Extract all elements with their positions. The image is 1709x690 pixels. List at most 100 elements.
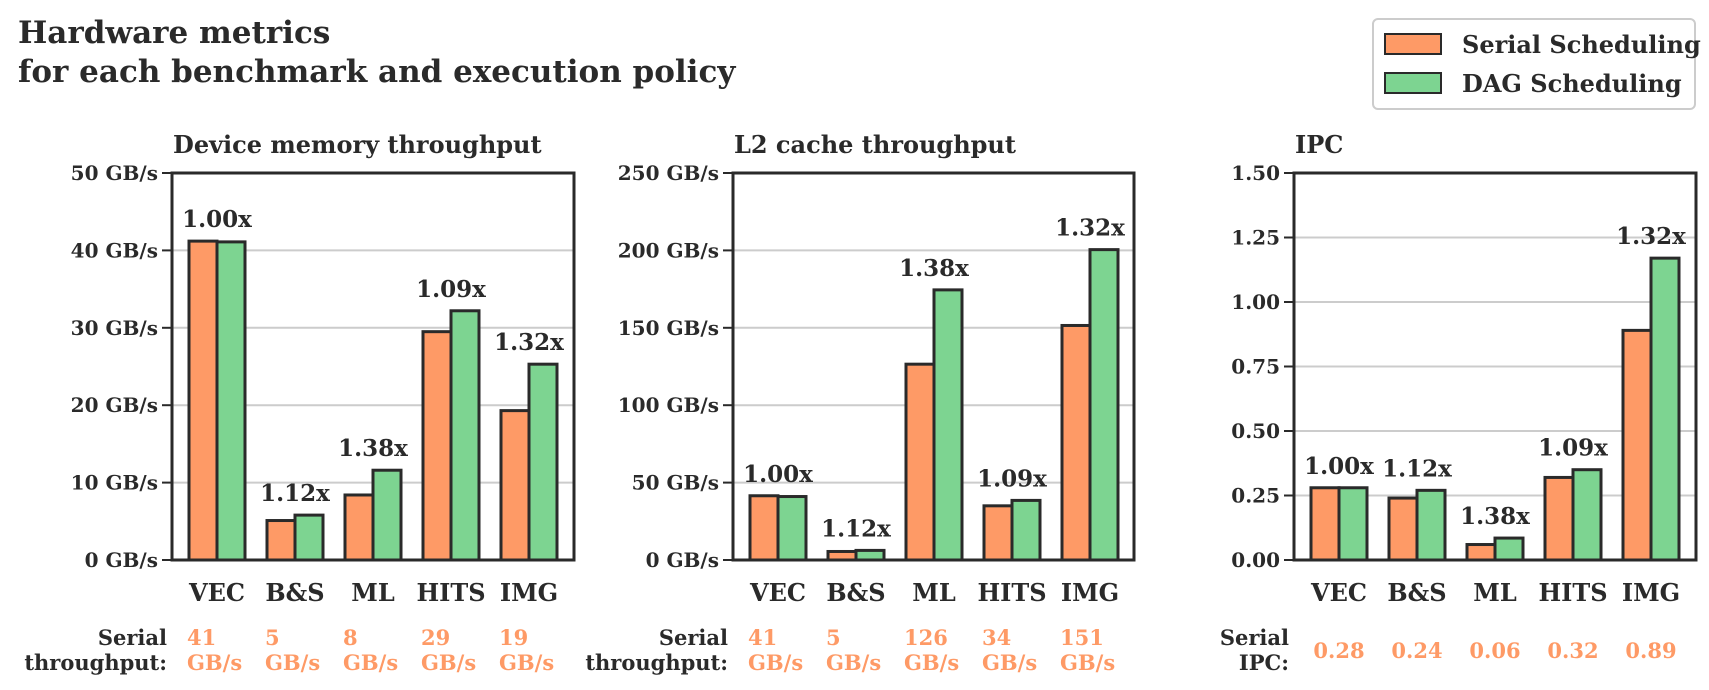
panel-3-ytick-label: 0.75 [1231,355,1280,379]
panel-1-bar-dag [527,362,559,562]
panel-3-bar-dag [1337,486,1369,562]
panel-1-footer-value: 5 [265,625,280,650]
panel-3-footer-label-1: Serial [1220,625,1289,650]
figure-title: Hardware metrics for each benchmark and … [18,14,735,92]
panel-2-bar-serial [904,362,936,562]
panel-1-xtick-label: HITS [416,578,485,607]
panel-3-footer-value: 0.24 [1391,638,1442,663]
panel-3-ytick-label: 1.00 [1231,290,1280,314]
panel-2-bar-dag [776,495,808,562]
panel-3-footer-value: 0.06 [1469,638,1520,663]
panel-1-ytick-label: 20 GB/s [71,393,158,417]
panel-1-footer-unit: GB/s [187,650,242,675]
panel-2-annotation: 1.32x [1055,215,1125,242]
panel-2-ytick-label: 200 GB/s [618,238,719,262]
panel-3-xtick-label: VEC [1310,578,1367,607]
panel-2-bar-dag [1010,498,1042,562]
panel-1-ytick-label: 0 GB/s [85,548,158,572]
panel-3-bar-serial [1309,486,1341,562]
panel-2-annotation: 1.38x [899,255,969,282]
panel-3-annotation: 1.38x [1460,503,1530,530]
panel-3-footer-value: 0.32 [1547,638,1598,663]
panel-2-ytick-label: 0 GB/s [646,548,719,572]
panel-1-annotation: 1.09x [416,276,486,303]
panel-2-footer-unit: GB/s [826,650,881,675]
panel-1-footer-unit: GB/s [265,650,320,675]
panel-3-bar-serial [1543,475,1575,562]
panel-2-xtick-label: B&S [826,578,885,607]
panel-2-bar-serial [748,494,780,562]
panel-2-xtick-label: VEC [749,578,806,607]
panel-1-bar-serial [343,493,375,562]
panel-1-footer-unit: GB/s [421,650,476,675]
legend-item-dag: DAG Scheduling [1384,66,1682,100]
panel-1-annotation: 1.12x [260,480,330,507]
legend-swatch-serial [1384,33,1442,55]
panel-2-bar-dag [932,288,964,562]
panel-3-axes-frame [1292,171,1698,562]
legend: Serial Scheduling DAG Scheduling [1372,18,1701,110]
panel-3-ytick-label: 0.00 [1231,548,1280,572]
panel-2-title: L2 cache throughput [734,130,1016,159]
panel-1-xtick-label: IMG [500,578,558,607]
panel-1-bar-serial [421,330,453,562]
panel-1-footer-value: 19 [499,625,528,650]
panel-2-footer-value: 34 [982,625,1011,650]
panel-2-bar-serial [1060,323,1092,562]
panel-1-xtick-label: ML [351,578,395,607]
panel-1-bar-dag [371,468,403,562]
panel-1-footer-label-2: throughput: [24,650,167,675]
panel-2-ytick-label: 50 GB/s [632,471,719,495]
panel-3-bar-dag [1649,256,1681,562]
panel-2-annotation: 1.09x [977,465,1047,492]
panel-1-xtick-label: B&S [265,578,324,607]
panel-2-footer-unit: GB/s [982,650,1037,675]
panel-1-ytick-label: 10 GB/s [71,471,158,495]
panel-3-title: IPC [1295,130,1343,159]
panel-1-footer-unit: GB/s [343,650,398,675]
panel-2-ytick-label: 150 GB/s [618,316,719,340]
panel-1-ytick-label: 40 GB/s [71,238,158,262]
panel-1-annotation: 1.00x [182,206,252,233]
legend-item-serial: Serial Scheduling [1384,27,1701,61]
panel-1-bar-dag [293,513,325,562]
panel-2-bar-serial [982,504,1014,562]
panel-2-bar-dag [1088,248,1120,562]
panel-1-title: Device memory throughput [173,130,542,159]
panel-1-footer-value: 29 [421,625,450,650]
panel-1-footer-value: 8 [343,625,358,650]
panel-2-xtick-label: HITS [977,578,1046,607]
panel-1-footer-label-1: Serial [98,625,167,650]
panel-3-ytick-label: 0.25 [1231,484,1280,508]
panel-2-xtick-label: ML [912,578,956,607]
figure-title-line-2: for each benchmark and execution policy [18,54,736,90]
panel-3-bar-serial [1387,496,1419,562]
panel-2-footer-label-2: throughput: [585,650,728,675]
panel-3-xtick-label: ML [1473,578,1517,607]
panel-3-footer-value: 0.89 [1625,638,1676,663]
panel-2-footer-value: 41 [748,625,777,650]
figure-title-line-1: Hardware metrics [18,15,331,51]
panel-2-ytick-label: 250 GB/s [618,161,719,185]
panel-2-footer-label-1: Serial [659,625,728,650]
panel-3-ytick-label: 0.50 [1231,419,1280,443]
panel-2-footer-unit: GB/s [748,650,803,675]
panel-3-annotation: 1.12x [1382,455,1452,482]
panel-2-footer-value: 126 [904,625,948,650]
panel-1-bar-serial [187,239,219,562]
panel-3-bar-dag [1493,536,1525,562]
panel-3-xtick-label: HITS [1538,578,1607,607]
panel-3-bar-serial [1621,328,1653,562]
panel-2-annotation: 1.00x [743,461,813,488]
panel-1-bar-serial [499,409,531,562]
panel-3-bar-serial [1465,543,1497,562]
panel-1-axes-frame [170,171,576,562]
panel-3-ytick-label: 1.50 [1231,161,1280,185]
panel-2-ytick-label: 100 GB/s [618,393,719,417]
panel-1-ytick-label: 50 GB/s [71,161,158,185]
panel-1-bar-dag [215,240,247,562]
panel-3-annotation: 1.09x [1538,435,1608,462]
panel-2-xtick-label: IMG [1061,578,1119,607]
panel-3-annotation: 1.32x [1616,223,1686,250]
panel-1-annotation: 1.38x [338,435,408,462]
